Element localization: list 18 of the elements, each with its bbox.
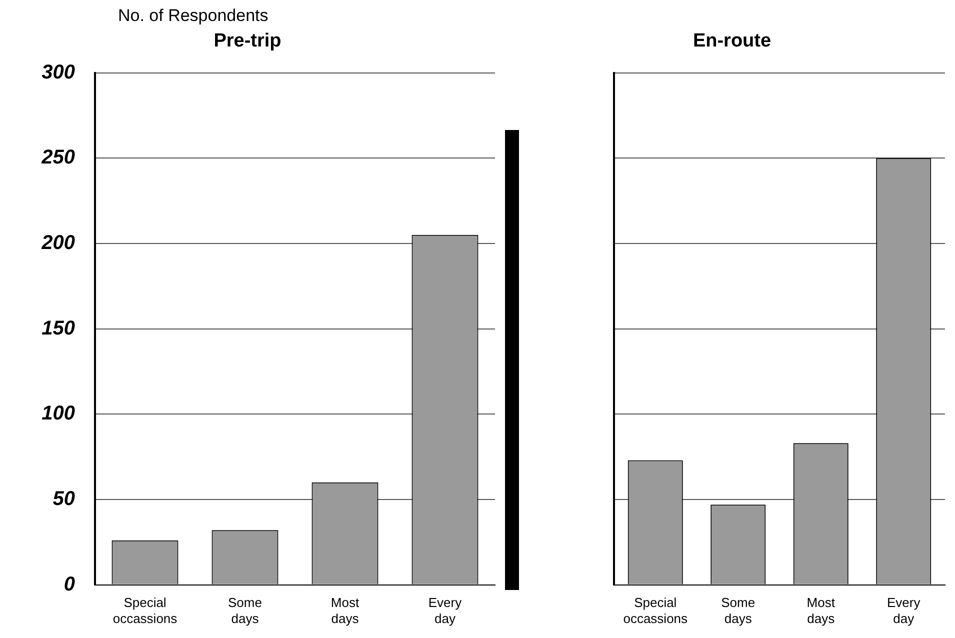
y-axis-title: No. of Respondents [118,6,268,26]
x-tick-label: Most days [806,595,836,626]
y-tick-label: 100 [42,402,75,425]
x-tick-label: Special occassions [112,595,178,626]
y-tick-label: 250 [40,146,75,169]
x-tick-label: Some days [721,595,756,626]
x-tick-label: Special occassions [623,595,688,626]
x-tick-label: Some days [228,595,262,626]
x-tick-label: Every day [428,595,462,626]
y-tick-label: 50 [52,488,75,510]
x-tick-label: Every day [887,595,921,626]
x-tick-label: Most days [330,595,360,626]
chart-title: Pre-trip [214,30,282,52]
y-tick-label: 150 [42,317,75,340]
y-tick-label: 200 [40,232,75,254]
y-tick-label: 300 [42,61,75,84]
y-tick-label: 0 [64,573,75,596]
chart-title: En-route [692,30,772,52]
